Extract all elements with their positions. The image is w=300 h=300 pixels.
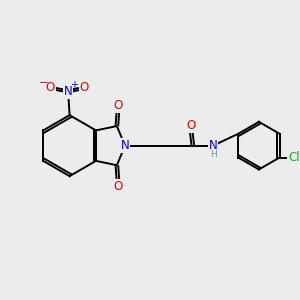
Text: Cl: Cl <box>288 151 300 164</box>
Text: N: N <box>121 139 129 152</box>
Text: −: − <box>39 78 48 88</box>
Text: N: N <box>209 139 218 152</box>
Text: O: O <box>114 180 123 193</box>
Text: O: O <box>80 81 89 94</box>
Text: O: O <box>186 119 195 132</box>
Text: H: H <box>210 150 217 159</box>
Text: O: O <box>46 81 55 94</box>
Text: N: N <box>64 85 73 98</box>
Text: +: + <box>70 80 78 90</box>
Text: O: O <box>114 99 123 112</box>
